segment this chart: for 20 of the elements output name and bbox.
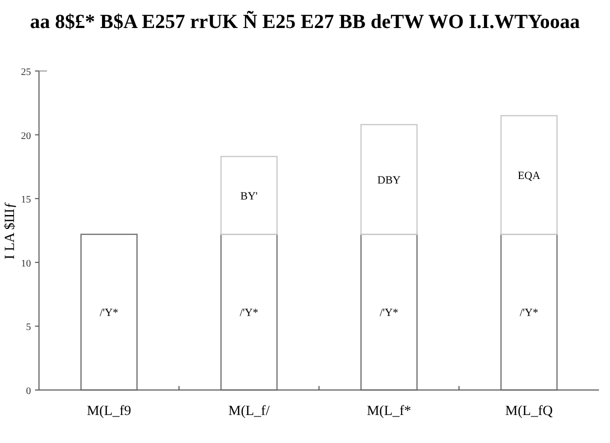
y-tick-label: 0 — [26, 386, 31, 397]
data-label: BY' — [240, 190, 258, 202]
y-tick-label: 10 — [21, 258, 31, 270]
x-tick-label: M(L_f9 — [86, 404, 132, 419]
data-label: /'Y* — [520, 307, 538, 320]
bar — [80, 234, 138, 391]
x-tick-label: M(L_f* — [366, 404, 412, 419]
y-tick-label: 5 — [26, 322, 31, 334]
y-tick-label: 20 — [21, 130, 31, 142]
x-tick-label: M(L_fQ — [505, 404, 553, 419]
data-label: EQA — [518, 170, 540, 182]
x-tick-label: M(L_f/ — [228, 404, 270, 419]
y-tick-label: 25 — [21, 67, 31, 78]
chart-title: aa 8$£* B$A E257 rrUK Ñ E25 E27 BB deTW WO I.I.WTYooaa — [30, 10, 580, 33]
y-axis-title: I LA $Шƒ — [3, 202, 18, 260]
data-label: /'Y* — [240, 307, 258, 320]
y-tick-label: 15 — [21, 194, 31, 206]
data-label: DBY — [377, 174, 401, 186]
data-label: /'Y* — [380, 307, 398, 320]
data-label: /'Y* — [100, 307, 118, 320]
